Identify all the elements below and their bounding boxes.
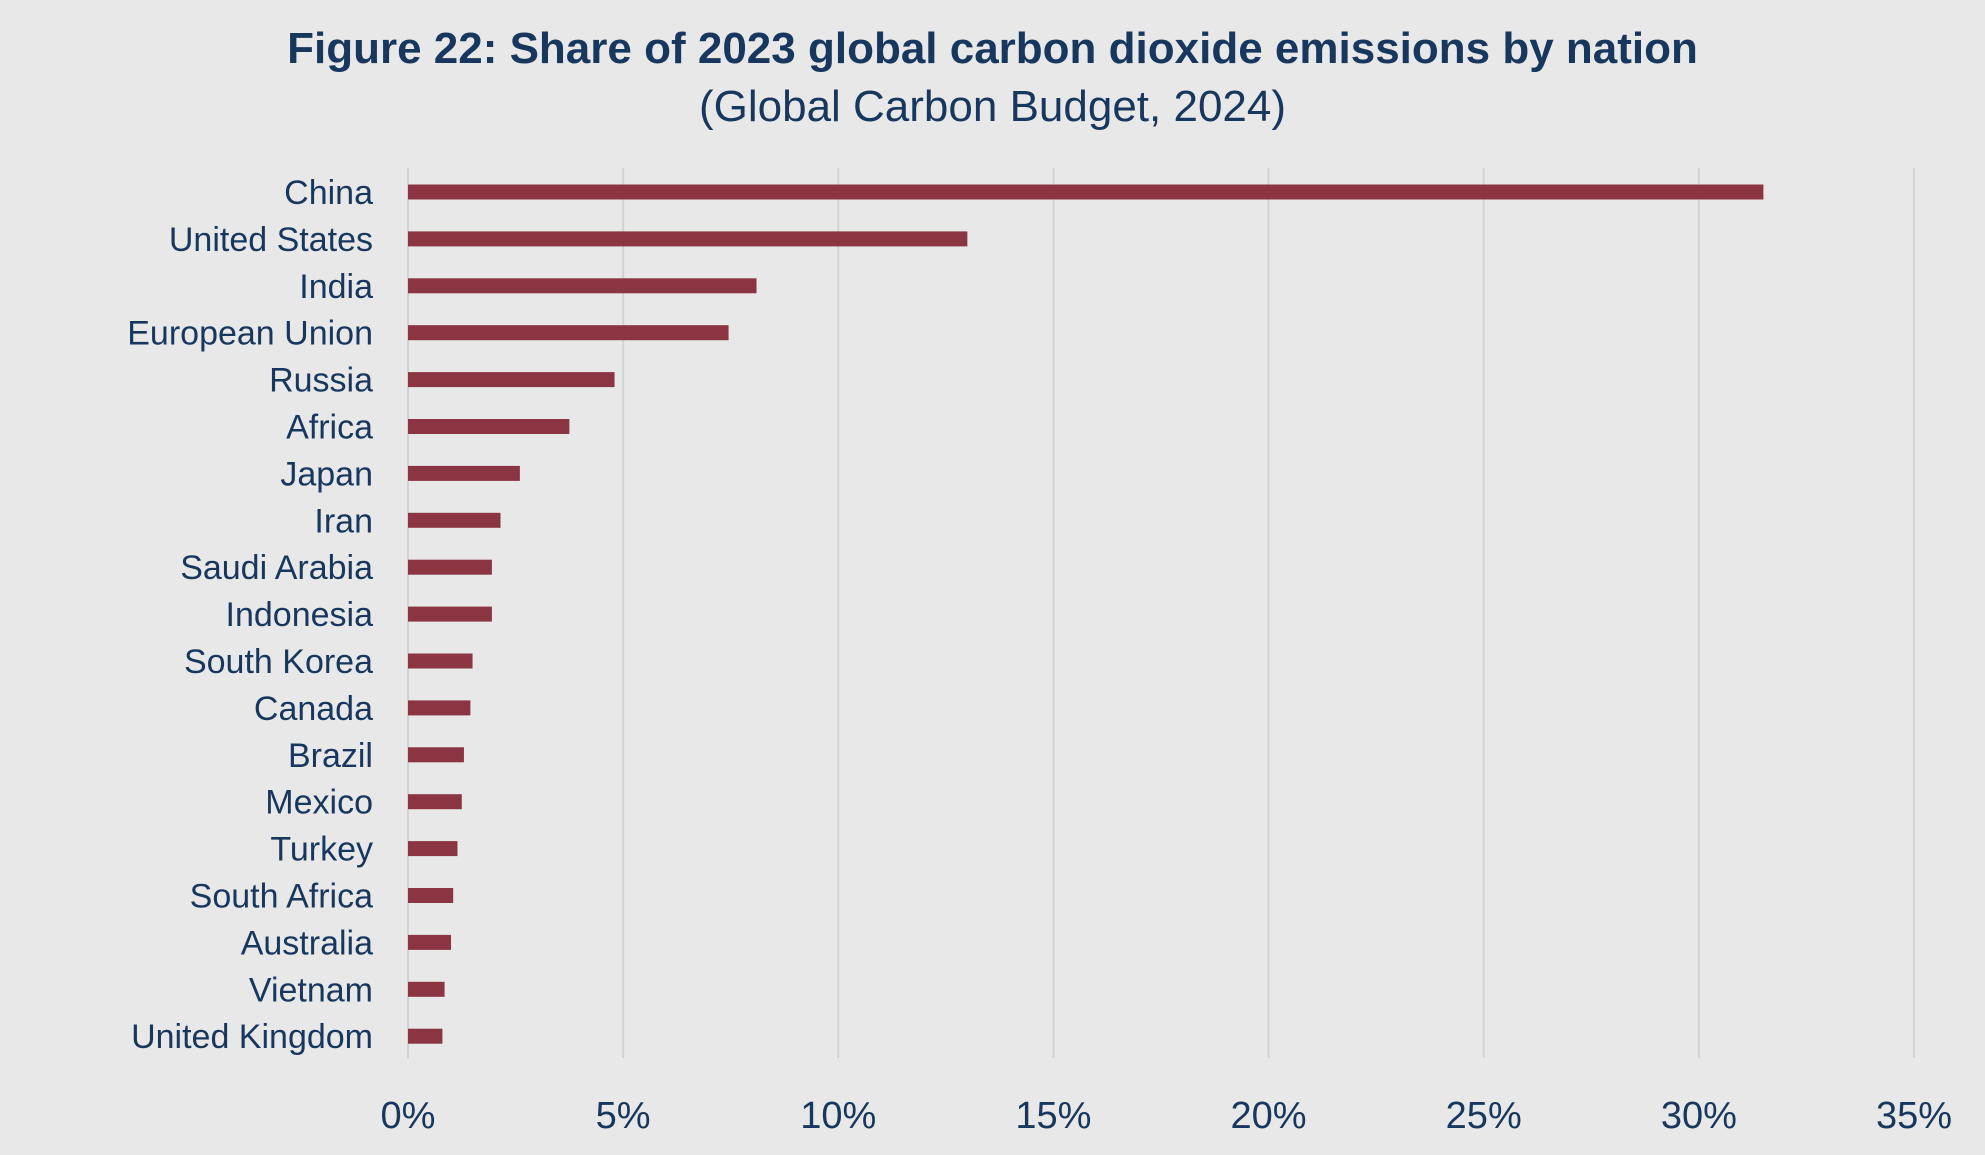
category-label: Canada [254, 690, 373, 728]
bar [408, 794, 462, 810]
bar [408, 1028, 443, 1044]
category-label: Vietnam [249, 971, 373, 1009]
category-label: China [284, 174, 373, 212]
category-label: Iran [314, 502, 373, 540]
category-label: Africa [286, 409, 373, 447]
x-axis-tick-labels: 0% 5% 10% 15% 20% 25% 30% 35% [381, 1095, 1952, 1137]
x-tick-label: 20% [1231, 1095, 1307, 1137]
category-label: Indonesia [226, 596, 374, 634]
bar [408, 653, 473, 669]
bar [408, 559, 492, 575]
chart-title: Figure 22: Share of 2023 global carbon d… [287, 24, 1698, 73]
bar [408, 512, 501, 528]
category-label: Brazil [288, 737, 373, 775]
bars [408, 184, 1764, 1044]
bar [408, 184, 1764, 200]
bar [408, 700, 471, 716]
bar [408, 278, 757, 294]
bar [408, 372, 615, 388]
category-label: United Kingdom [131, 1018, 373, 1056]
bar [408, 231, 968, 247]
category-label: United States [169, 221, 373, 259]
category-label: India [299, 268, 373, 306]
bar [408, 888, 454, 903]
chart-subtitle: (Global Carbon Budget, 2024) [698, 82, 1287, 131]
bar [408, 934, 452, 950]
category-label: European Union [127, 315, 373, 353]
category-label: Mexico [265, 784, 373, 822]
x-tick-label: 10% [800, 1095, 876, 1137]
bar [408, 325, 729, 341]
bar [408, 419, 570, 434]
bar [408, 465, 520, 481]
x-tick-label: 30% [1661, 1095, 1737, 1137]
x-tick-label: 0% [381, 1095, 436, 1137]
category-label: Australia [241, 924, 373, 962]
category-label: Russia [269, 362, 373, 400]
bar [408, 606, 492, 622]
category-label: Japan [280, 455, 373, 493]
x-tick-label: 25% [1446, 1095, 1522, 1137]
category-label: Turkey [270, 831, 373, 869]
category-label: South Africa [190, 878, 373, 916]
x-tick-label: 35% [1876, 1095, 1952, 1137]
x-tick-label: 15% [1015, 1095, 1091, 1137]
category-label: Saudi Arabia [180, 549, 373, 587]
x-tick-label: 5% [596, 1095, 651, 1137]
bar [408, 841, 458, 857]
category-labels: China United States India European Union Rus… [127, 174, 373, 1056]
category-label: South Korea [184, 643, 373, 681]
bar [408, 981, 445, 997]
bar [408, 747, 464, 763]
gridlines [407, 168, 1915, 1058]
